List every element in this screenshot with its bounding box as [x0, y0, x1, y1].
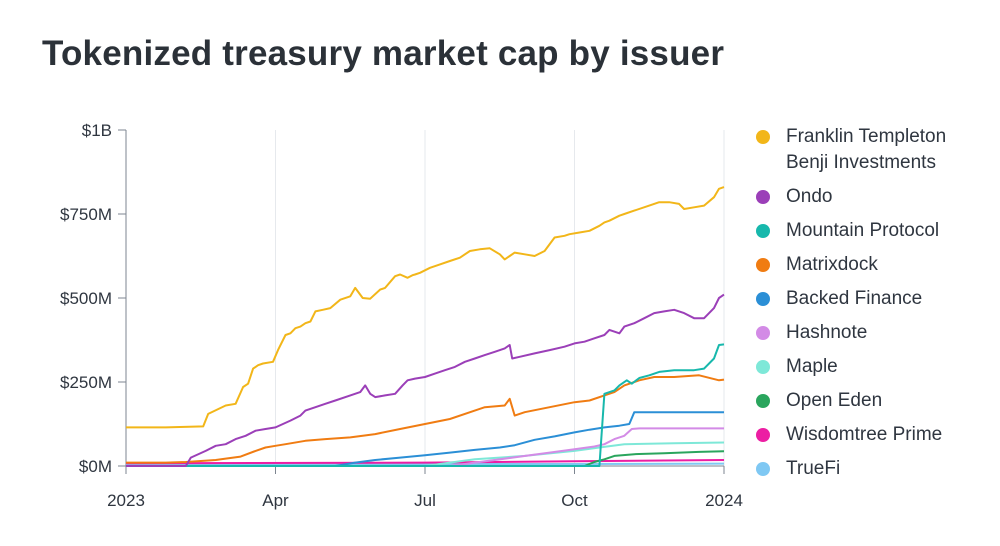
y-tick-label: $750M [60, 205, 112, 224]
legend-item-franklin-templeton-benji-investments: Franklin Templeton Benji Investments [752, 124, 992, 176]
series-line-truefi [125, 462, 725, 466]
legend-item-truefi: TrueFi [752, 456, 992, 482]
legend-item-hashnote: Hashnote [752, 320, 992, 346]
tick-labels: 2023 Apr Jul Oct 2024 $0M $250M $500M $750M $1B [60, 121, 743, 510]
legend-label: TrueFi [786, 458, 841, 479]
legend-dot-icon [756, 292, 770, 306]
series-line-open-eden [126, 450, 725, 467]
legend-label: Backed Finance [786, 288, 923, 309]
legend-label: Maple [786, 356, 838, 377]
legend-label: Franklin Templeton Benji Investments [786, 126, 947, 173]
x-tick-label: Apr [262, 491, 289, 510]
y-tick-label: $500M [60, 289, 112, 308]
legend-dot-icon [756, 360, 770, 374]
grid-lines [125, 130, 725, 466]
legend-dot-icon [756, 326, 770, 340]
series-line-ondo [126, 293, 725, 467]
y-tick-label: $0M [79, 457, 112, 476]
legend-item-backed-finance: Backed Finance [752, 286, 992, 312]
legend-dot-icon [756, 394, 770, 408]
series-line-wisdomtree-prime [125, 459, 725, 465]
series-line-matrixdock [126, 374, 725, 464]
legend-item-wisdomtree-prime: Wisdomtree Prime [752, 422, 992, 448]
legend-dot-icon [756, 130, 770, 144]
legend-label: Ondo [786, 186, 833, 207]
legend-dot-icon [756, 224, 770, 238]
axes [118, 129, 725, 474]
legend-item-matrixdock: Matrixdock [752, 252, 992, 278]
legend-label: Wisdomtree Prime [786, 424, 943, 445]
legend-label: Matrixdock [786, 254, 878, 275]
x-tick-label: 2023 [107, 491, 145, 510]
x-tick-label: Oct [561, 491, 588, 510]
legend-item-mountain-protocol: Mountain Protocol [752, 218, 992, 244]
legend-item-maple: Maple [752, 354, 992, 380]
legend-dot-icon [756, 428, 770, 442]
chart-title: Tokenized treasury market cap by issuer [42, 34, 725, 73]
legend-item-ondo: Ondo [752, 184, 992, 210]
legend-dot-icon [756, 190, 770, 204]
legend: Franklin Templeton Benji Investments Ondo… [752, 124, 992, 490]
legend-label: Open Eden [786, 390, 883, 411]
legend-label: Hashnote [786, 322, 868, 343]
legend-label: Mountain Protocol [786, 220, 940, 241]
legend-dot-icon [756, 258, 770, 272]
series-line-backed-finance [126, 411, 724, 467]
legend-item-open-eden: Open Eden [752, 388, 992, 414]
y-tick-label: $250M [60, 373, 112, 392]
series-line-mountain-protocol [126, 343, 725, 467]
legend-dot-icon [756, 462, 770, 476]
series-lines [125, 186, 725, 467]
series-line-maple [126, 441, 725, 467]
y-tick-label: $1B [82, 121, 112, 140]
x-tick-label: 2024 [705, 491, 743, 510]
x-tick-label: Jul [414, 491, 436, 510]
series-line-franklin-templeton-benji-investments [126, 186, 725, 429]
series-line-hashnote [126, 427, 724, 467]
